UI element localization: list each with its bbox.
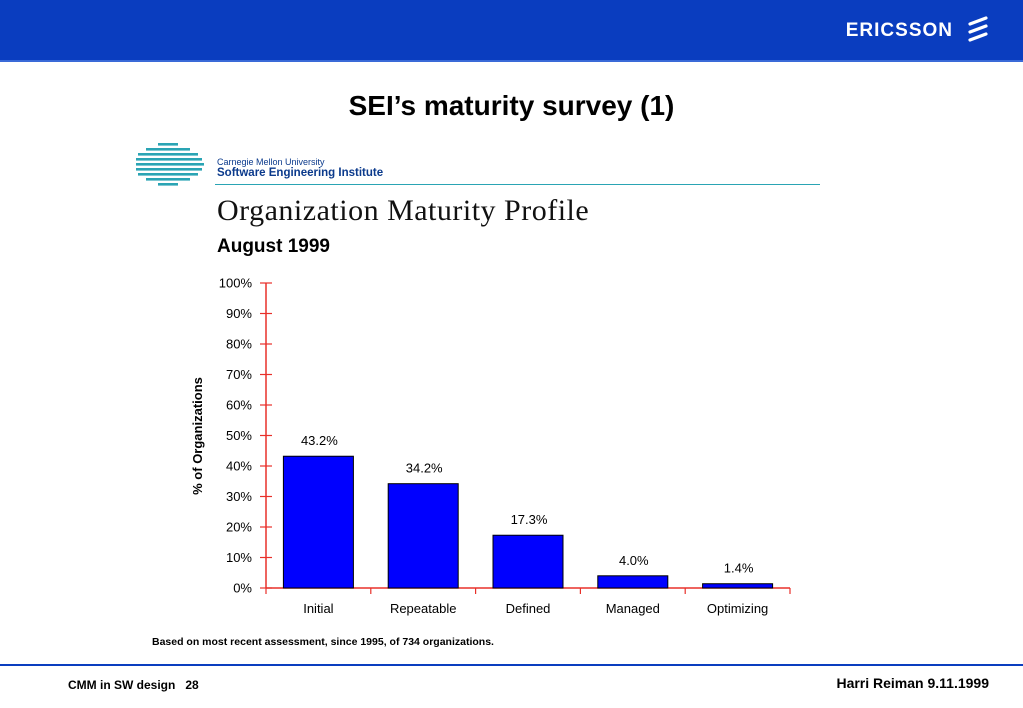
y-tick-label: 40% xyxy=(226,459,252,474)
y-tick-label: 50% xyxy=(226,428,252,443)
bar-optimizing xyxy=(702,583,774,589)
org-name-cmu: Carnegie Mellon University xyxy=(217,157,325,167)
slide-title: SEI’s maturity survey (1) xyxy=(348,90,675,121)
y-tick-label: 70% xyxy=(226,367,252,382)
y-tick-label: 10% xyxy=(226,550,252,565)
chart-title: Organization Maturity Profile xyxy=(217,194,590,227)
bar-value-label: 43.2% xyxy=(301,433,338,448)
logo-divider xyxy=(215,184,820,185)
y-tick-label: 90% xyxy=(226,306,252,321)
y-tick-label: 30% xyxy=(226,489,252,504)
chart-footnote: Based on most recent assessment, since 1… xyxy=(152,636,494,648)
bar-initial xyxy=(282,455,354,589)
x-tick-label: Defined xyxy=(506,601,551,616)
footer-course-label: CMM in SW design xyxy=(68,678,176,692)
bar-value-label: 4.0% xyxy=(619,553,649,568)
x-tick-label: Managed xyxy=(606,601,660,616)
page-number: 28 xyxy=(185,678,199,692)
footer-author-date: Harri Reiman 9.11.1999 xyxy=(836,675,989,691)
y-tick-label: 100% xyxy=(219,276,253,291)
footer-course: CMM in SW design 28 xyxy=(68,678,199,692)
bar-value-label: 17.3% xyxy=(511,512,548,527)
org-name-sei: Software Engineering Institute xyxy=(217,167,384,179)
ericsson-logo-icon xyxy=(968,16,988,42)
bar-defined xyxy=(492,534,564,589)
header-bar xyxy=(0,0,1023,60)
x-tick-label: Repeatable xyxy=(390,601,457,616)
y-tick-label: 80% xyxy=(226,337,252,352)
footer-divider xyxy=(0,664,1023,666)
bar-value-label: 1.4% xyxy=(724,561,754,576)
sei-logo-icon xyxy=(136,143,204,186)
bar-value-label: 34.2% xyxy=(406,461,443,476)
brand-name: ERICSSON xyxy=(845,20,953,41)
chart-subtitle: August 1999 xyxy=(217,236,330,257)
y-tick-label: 60% xyxy=(226,398,252,413)
bar-managed xyxy=(597,575,669,589)
y-tick-label: 20% xyxy=(226,520,252,535)
x-tick-label: Optimizing xyxy=(707,601,768,616)
y-axis-label: % of Organizations xyxy=(190,377,205,495)
header-divider xyxy=(0,60,1023,62)
x-tick-label: Initial xyxy=(303,601,333,616)
bar-repeatable xyxy=(387,483,459,589)
y-tick-label: 0% xyxy=(233,581,252,596)
